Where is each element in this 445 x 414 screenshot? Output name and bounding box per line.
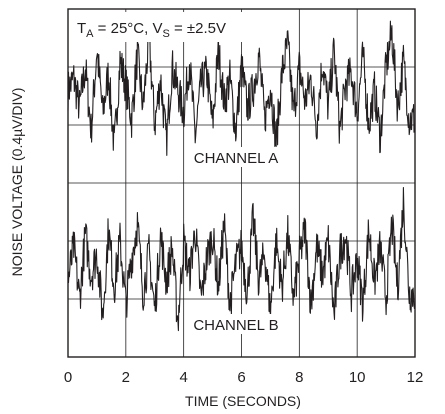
- x-tick-label: 8: [295, 369, 303, 386]
- x-tick-labels: 0 2 4 6 8 10 12: [64, 369, 424, 386]
- x-tick-label: 2: [122, 369, 130, 386]
- noise-traces: [67, 20, 416, 332]
- plot-frame: [67, 8, 416, 358]
- x-tick-label: 4: [179, 369, 187, 386]
- x-tick-label: 10: [349, 369, 366, 386]
- x-axis-label: TIME (SECONDS): [185, 393, 301, 409]
- x-tick-label: 6: [237, 369, 245, 386]
- channel-b-label-bg: [194, 314, 278, 334]
- x-tick-label: 0: [64, 369, 72, 386]
- y-axis-label: NOISE VOLTAGE (0.4µV/DIV): [9, 88, 25, 277]
- conditions-annotation: TA = 25°C, VS = ±2.5V: [77, 20, 226, 40]
- channel-a-label-bg: [194, 147, 278, 167]
- channel-b-trace: [67, 187, 416, 332]
- channel-a-label: CHANNEL A: [194, 150, 278, 167]
- conditions-box: [72, 12, 262, 42]
- x-tick-label: 12: [407, 369, 424, 386]
- channel-b-label: CHANNEL B: [193, 317, 278, 334]
- channel-a-trace: [67, 20, 416, 156]
